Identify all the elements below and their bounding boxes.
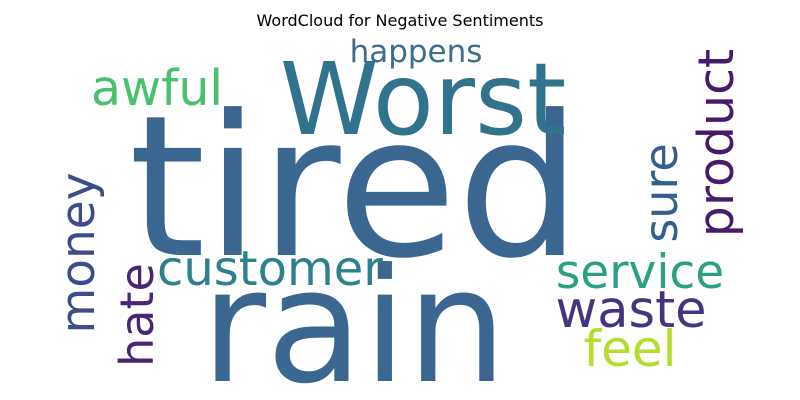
word-tired: tired [129, 74, 582, 302]
word-feel: feel [583, 320, 676, 378]
word-service: service [556, 245, 724, 300]
word-rain: rain [201, 235, 507, 400]
word-sure: sure [634, 143, 688, 242]
word-worst: Worst [280, 41, 567, 158]
chart-title: WordCloud for Negative Sentiments [256, 11, 544, 30]
word-waste: waste [556, 281, 707, 340]
word-customer: customer [157, 241, 383, 297]
word-awful: awful [91, 60, 223, 117]
word-hate: hate [110, 263, 164, 367]
word-product: product [688, 49, 745, 237]
word-money: money [51, 172, 106, 333]
word-happens: happens [350, 34, 483, 70]
